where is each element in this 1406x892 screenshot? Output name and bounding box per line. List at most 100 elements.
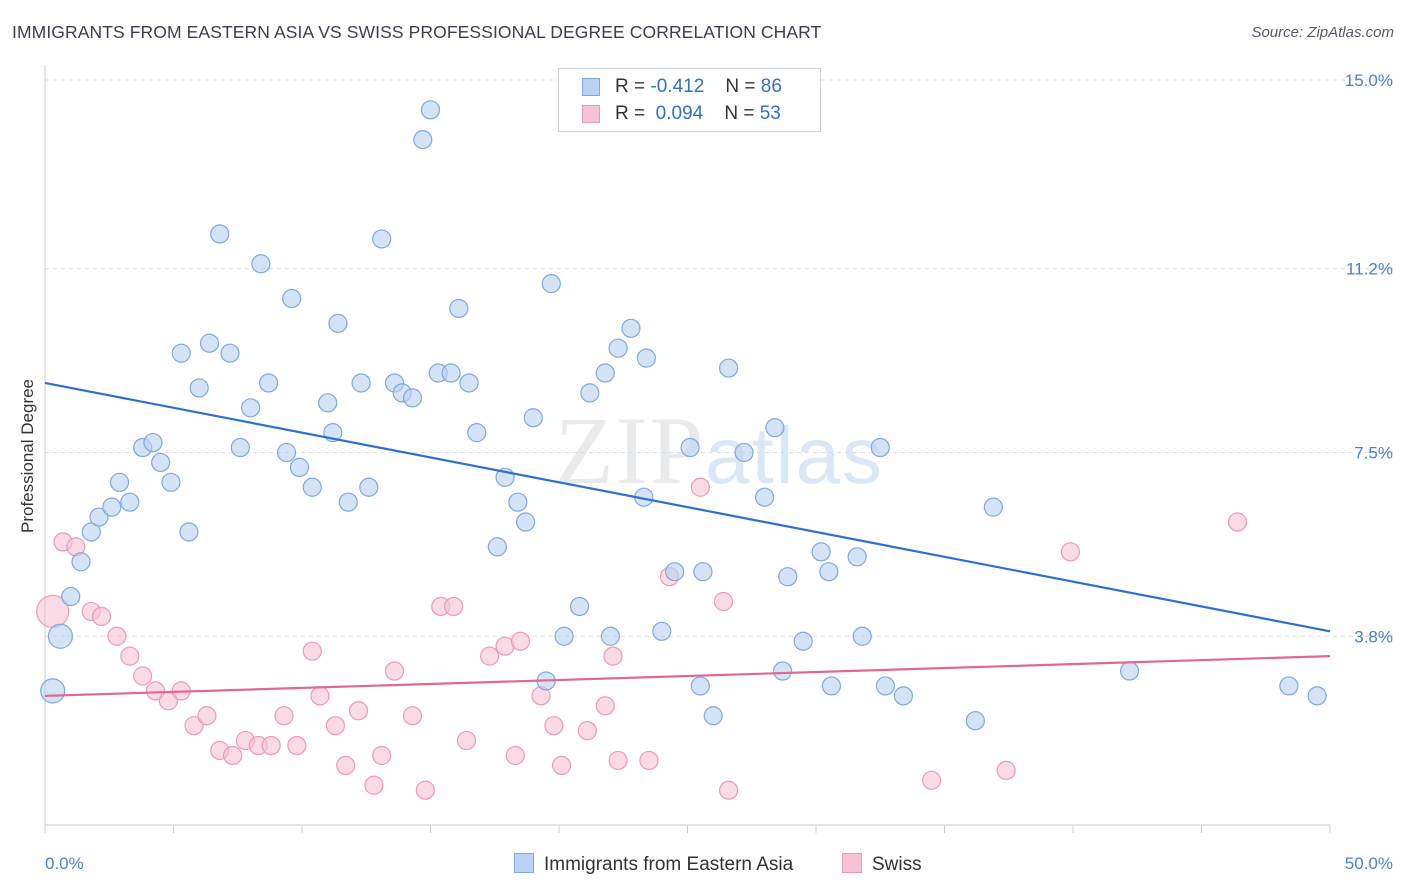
eastern-asia-point xyxy=(772,661,793,681)
swiss-point xyxy=(603,646,623,666)
eastern-asia-point xyxy=(199,333,220,353)
legend-swatch-blue xyxy=(582,78,600,96)
eastern-asia-point xyxy=(318,393,338,413)
eastern-asia-point xyxy=(189,378,209,398)
eastern-asia-point xyxy=(402,388,423,408)
eastern-asia-point xyxy=(441,363,461,383)
eastern-asia-point xyxy=(338,492,358,512)
source-credit: Source: ZipAtlas.com xyxy=(1251,24,1394,41)
legend-r-label: R = xyxy=(615,103,646,124)
eastern-asia-point xyxy=(965,711,985,731)
eastern-asia-point xyxy=(413,130,433,150)
eastern-asia-point xyxy=(120,492,140,512)
swiss-point xyxy=(310,686,330,706)
y-tick-label: 7.5% xyxy=(1354,444,1393,463)
swiss-point xyxy=(107,626,127,646)
eastern-asia-point xyxy=(852,626,872,646)
legend-r-value-2: 0.094 xyxy=(655,103,704,124)
eastern-asia-point xyxy=(179,522,199,542)
eastern-asia-point xyxy=(569,596,590,617)
swiss-point xyxy=(551,755,572,776)
swiss-point xyxy=(133,666,153,686)
swiss-point xyxy=(444,596,464,617)
eastern-asia-point xyxy=(328,313,348,333)
eastern-asia-point xyxy=(171,343,191,363)
swiss-point xyxy=(402,706,423,726)
eastern-asia-point xyxy=(89,507,109,527)
swiss-point xyxy=(274,706,294,726)
swiss-point xyxy=(302,641,322,661)
legend-swatch-pink xyxy=(582,105,600,123)
eastern-asia-point xyxy=(276,442,297,463)
eastern-asia-point xyxy=(621,318,641,338)
eastern-asia-point xyxy=(793,631,813,651)
eastern-asia-point xyxy=(302,477,322,497)
swiss-point xyxy=(1060,542,1081,562)
eastern-asia-point xyxy=(983,497,1003,517)
swiss-point xyxy=(595,696,615,716)
swiss-point xyxy=(690,477,710,497)
eastern-asia-point xyxy=(690,676,710,696)
legend-r-label: R = xyxy=(615,76,646,97)
eastern-asia-point xyxy=(40,678,66,704)
swiss-point xyxy=(223,745,243,766)
swiss-point xyxy=(480,646,500,666)
swiss-point xyxy=(456,730,477,751)
y-tick-label: 11.2% xyxy=(1346,260,1393,279)
eastern-asia-point xyxy=(449,298,469,319)
eastern-asia-point xyxy=(459,373,479,393)
eastern-asia-point xyxy=(1307,686,1327,706)
eastern-asia-point xyxy=(608,338,628,358)
eastern-asia-point xyxy=(595,363,615,383)
bottom-legend-eastern-asia: Immigrants from Eastern Asia xyxy=(514,853,793,876)
bottom-legend-swatch-blue xyxy=(514,853,534,873)
swiss-point xyxy=(336,755,356,776)
swiss-point xyxy=(184,716,204,736)
swiss-point xyxy=(577,721,597,741)
swiss-point xyxy=(372,745,392,766)
eastern-asia-point xyxy=(893,686,913,706)
eastern-asia-point xyxy=(875,676,895,696)
eastern-asia-point xyxy=(241,398,261,418)
eastern-asia-point xyxy=(1279,676,1299,696)
y-tick-label: 3.8% xyxy=(1354,627,1393,646)
swiss-point xyxy=(544,716,564,736)
swiss-point xyxy=(996,760,1016,780)
eastern-asia-point xyxy=(47,623,74,649)
x-tick-label-min: 0.0% xyxy=(45,854,84,873)
chart-title: IMMIGRANTS FROM EASTERN ASIA VS SWISS PR… xyxy=(12,22,822,42)
eastern-asia-point xyxy=(289,457,310,477)
watermark-atlas: atlas xyxy=(705,411,884,500)
bottom-legend-label-swiss: Swiss xyxy=(872,854,922,875)
swiss-point xyxy=(922,770,942,790)
swiss-point xyxy=(145,681,166,701)
y-tick-label: 15.0% xyxy=(1345,71,1393,90)
swiss-point xyxy=(713,591,734,612)
stats-legend: R = -0.412 N = 86 R = 0.094 N = 53 xyxy=(558,68,821,132)
eastern-asia-point xyxy=(508,492,528,512)
swiss-point xyxy=(608,750,628,771)
eastern-asia-point xyxy=(61,586,81,607)
eastern-asia-point xyxy=(600,626,621,646)
legend-n-label: N = xyxy=(724,103,755,124)
bottom-legend-label-eastern-asia: Immigrants from Eastern Asia xyxy=(544,854,794,875)
eastern-asia-point xyxy=(102,497,122,517)
eastern-asia-point xyxy=(282,288,302,309)
swiss-point xyxy=(197,706,217,726)
swiss-point xyxy=(719,780,739,800)
eastern-asia-point xyxy=(420,100,441,120)
eastern-asia-point xyxy=(580,383,600,403)
swiss-point xyxy=(415,780,435,800)
swiss-point xyxy=(120,646,140,666)
eastern-asia-point xyxy=(487,537,507,557)
legend-n-value-1: 86 xyxy=(760,76,782,97)
eastern-asia-point xyxy=(811,542,831,562)
bottom-legend-swatch-pink xyxy=(842,853,862,873)
legend-n-label: N = xyxy=(725,76,756,97)
x-tick-label-max: 50.0% xyxy=(1345,854,1393,873)
swiss-trendline xyxy=(44,655,1331,697)
swiss-point xyxy=(348,701,369,721)
bottom-legend-swiss: Swiss xyxy=(842,853,922,876)
eastern-asia-point xyxy=(541,274,561,294)
